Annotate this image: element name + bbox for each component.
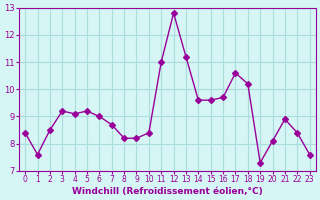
X-axis label: Windchill (Refroidissement éolien,°C): Windchill (Refroidissement éolien,°C) [72, 187, 263, 196]
